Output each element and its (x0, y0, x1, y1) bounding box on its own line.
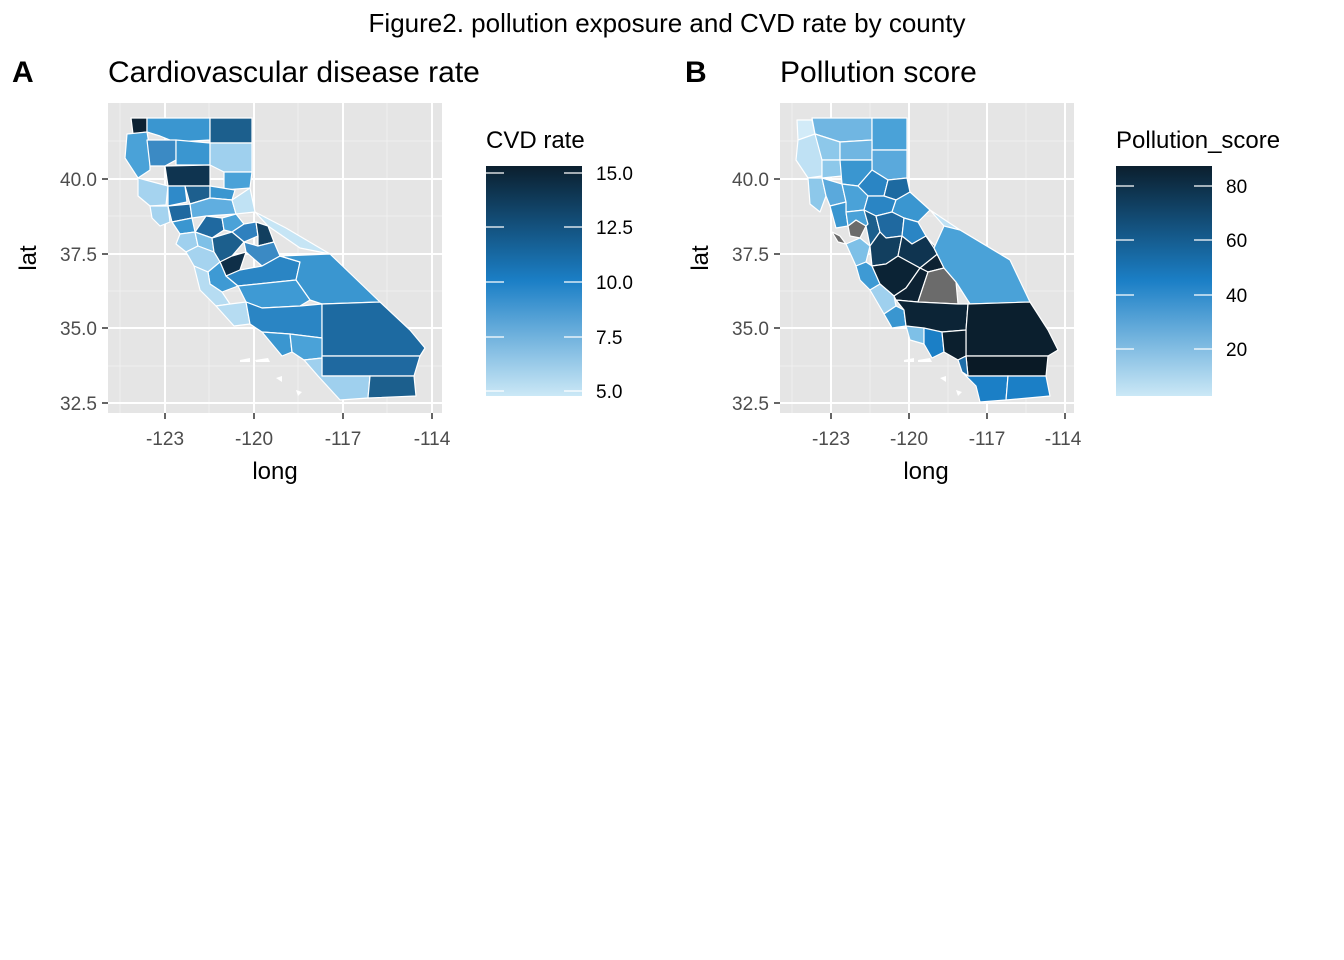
island (918, 358, 932, 362)
county-region (923, 327, 945, 359)
island (904, 358, 914, 362)
figure-title: Figure2. pollution exposure and CVD rate… (369, 8, 966, 38)
legend-ticks (1116, 185, 1212, 350)
panel-tag: B (685, 56, 707, 89)
county-region (209, 117, 253, 144)
x-tick-label: -123 (146, 429, 184, 450)
x-tick-label: -120 (235, 429, 273, 450)
y-axis-label: lat (15, 245, 42, 271)
y-tick-label: 35.0 (732, 319, 769, 340)
x-axis-label: long (252, 458, 297, 485)
legend-break: 60 (1226, 231, 1247, 252)
legend-break: 5.0 (596, 382, 622, 403)
county-map (795, 117, 1059, 403)
county-region (175, 139, 211, 166)
x-axis: -123 -120 -117 -114 long (146, 413, 451, 485)
county-region (821, 159, 843, 179)
county-region (965, 355, 1049, 377)
county-region (164, 164, 211, 187)
y-axis: 40.0 37.5 35.0 32.5 lat (15, 170, 108, 415)
panel-b: B Pollution score (685, 56, 1280, 485)
y-tick-label: 37.5 (732, 245, 769, 266)
legend-colorbar (1116, 166, 1212, 396)
legend-title: Pollution_score (1116, 127, 1280, 154)
county-region (917, 267, 959, 305)
legend-ticks (486, 172, 582, 392)
legend-break: 10.0 (596, 273, 633, 294)
county-region (209, 142, 253, 173)
county-region (839, 139, 873, 161)
y-axis: 40.0 37.5 35.0 32.5 lat (687, 170, 780, 415)
county-region (279, 253, 381, 305)
island (296, 390, 302, 396)
legend-break: 15.0 (596, 164, 633, 185)
x-tick-label: -114 (1045, 429, 1082, 450)
county-region (146, 139, 177, 167)
legend-break: 40 (1226, 286, 1247, 307)
island (240, 358, 250, 362)
legend-break: 80 (1226, 177, 1247, 198)
legend-break: 12.5 (596, 218, 633, 239)
county-region (321, 355, 421, 377)
county-region (223, 171, 253, 191)
y-tick-label: 40.0 (60, 170, 97, 191)
county-region (193, 265, 231, 307)
panel-title: Cardiovascular disease rate (108, 56, 480, 89)
panel-a: A Cardiovascular disease rate (12, 56, 633, 485)
county-region (167, 185, 188, 207)
island (255, 358, 270, 362)
y-tick-label: 32.5 (732, 394, 769, 415)
x-tick-label: -117 (325, 429, 362, 450)
legend: Pollution_score 80 60 40 20 (1116, 127, 1280, 396)
panel-tag: A (12, 56, 34, 89)
county-region (254, 211, 331, 255)
x-tick-label: -117 (969, 429, 1006, 450)
y-tick-label: 37.5 (60, 245, 97, 266)
x-tick-label: -120 (890, 429, 928, 450)
county-region (869, 283, 897, 315)
y-tick-label: 40.0 (732, 170, 769, 191)
y-tick-label: 35.0 (60, 319, 97, 340)
x-tick-label: -114 (414, 429, 451, 450)
x-axis: -123 -120 -117 -114 long (812, 413, 1082, 485)
legend-break: 20 (1226, 340, 1247, 361)
county-region (807, 177, 827, 213)
county-region (367, 375, 417, 399)
legend-colorbar (486, 166, 582, 396)
legend: CVD rate 15.0 12.5 10.0 7.5 5.0 (486, 127, 633, 403)
island (956, 390, 962, 396)
panel-title: Pollution score (780, 56, 977, 89)
county-region (149, 205, 171, 227)
legend-title: CVD rate (486, 127, 585, 154)
county-region (124, 131, 151, 179)
county-map (124, 117, 426, 401)
county-region (845, 237, 871, 267)
y-tick-label: 32.5 (60, 394, 97, 415)
county-region (1005, 375, 1051, 401)
island (276, 376, 282, 382)
county-region (130, 117, 148, 135)
x-axis-label: long (903, 458, 948, 485)
island (940, 376, 946, 382)
legend-break: 7.5 (596, 328, 622, 349)
y-axis-label: lat (687, 245, 714, 271)
x-tick-label: -123 (812, 429, 850, 450)
county-region (871, 117, 908, 151)
